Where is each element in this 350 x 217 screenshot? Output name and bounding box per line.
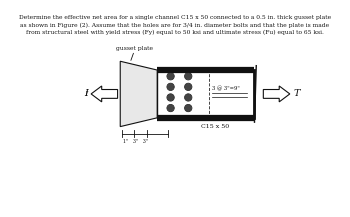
Polygon shape [91, 86, 118, 102]
Circle shape [186, 95, 191, 100]
Polygon shape [120, 61, 158, 127]
Circle shape [186, 84, 191, 90]
Polygon shape [263, 86, 290, 102]
Circle shape [168, 105, 173, 111]
Text: I: I [84, 90, 88, 98]
Circle shape [168, 84, 173, 90]
Text: 1"   3"   3": 1" 3" 3" [123, 139, 148, 144]
Text: Determine the effective net area for a single channel C15 x 50 connected to a 0.: Determine the effective net area for a s… [19, 15, 331, 35]
Circle shape [168, 73, 173, 79]
Text: I: I [84, 89, 88, 99]
Text: gusset plate: gusset plate [116, 46, 153, 51]
Text: T: T [294, 89, 300, 99]
Bar [158, 70, 254, 118]
Circle shape [186, 105, 191, 111]
Text: C15 x 50: C15 x 50 [201, 124, 229, 129]
Text: 3 @ 3"=9": 3 @ 3"=9" [212, 86, 240, 91]
Circle shape [168, 95, 173, 100]
Circle shape [186, 73, 191, 79]
